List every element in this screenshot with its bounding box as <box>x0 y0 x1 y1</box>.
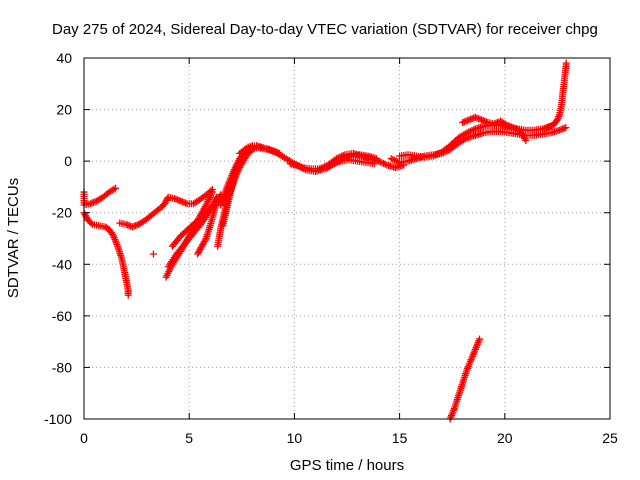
series-sat-s <box>543 59 570 132</box>
data-point <box>380 159 388 167</box>
data-point <box>270 148 278 156</box>
data-point <box>300 165 308 173</box>
data-point <box>82 212 90 220</box>
data-point <box>463 129 471 137</box>
data-point <box>392 157 400 165</box>
data-point <box>200 238 208 246</box>
plot-frame <box>83 57 611 420</box>
series-sat-o <box>322 151 380 173</box>
data-point <box>112 184 120 192</box>
data-point <box>301 165 309 173</box>
data-point <box>562 59 570 67</box>
data-point <box>434 150 442 158</box>
x-tick-label: 15 <box>392 430 408 446</box>
chart-title: Day 275 of 2024, Sidereal Day-to-day VTE… <box>52 21 598 38</box>
data-point <box>295 162 303 170</box>
series-sat-t <box>446 335 484 423</box>
data-point <box>337 156 345 164</box>
data-point <box>161 199 169 207</box>
data-point <box>87 219 95 227</box>
y-axis-title: SDTVAR / TECUs <box>5 178 22 298</box>
data-point <box>194 248 202 256</box>
y-tick-label: -100 <box>44 411 72 427</box>
series-sat-b <box>80 209 132 299</box>
series-sat-r <box>459 113 530 145</box>
series-sat-f <box>168 201 218 250</box>
y-tick-label: -40 <box>52 256 72 272</box>
x-tick-label: 25 <box>602 430 618 446</box>
series-sat-u <box>149 250 157 258</box>
data-point <box>522 137 530 145</box>
data-point <box>381 160 389 168</box>
data-point <box>372 155 380 163</box>
x-tick-label: 10 <box>287 430 303 446</box>
y-tick-label: 40 <box>56 50 72 66</box>
data-point <box>149 250 157 258</box>
data-point <box>196 245 204 253</box>
grid-lines <box>84 58 610 419</box>
y-tick-label: 0 <box>64 153 72 169</box>
data-point <box>110 185 118 193</box>
data-points <box>80 59 570 423</box>
y-tick-labels: -100 -80 -60 -40 -20 0 20 40 <box>44 50 72 427</box>
data-point <box>468 126 476 134</box>
y-tick-label: -60 <box>52 308 72 324</box>
data-point <box>242 144 250 152</box>
y-tick-label: -80 <box>52 359 72 375</box>
x-tick-label: 5 <box>185 430 193 446</box>
data-point <box>162 196 170 204</box>
data-point <box>265 146 273 154</box>
x-tick-label: 20 <box>497 430 513 446</box>
data-point <box>81 210 89 218</box>
data-point <box>501 120 509 128</box>
x-tick-labels: 0 5 10 15 20 25 <box>80 430 618 446</box>
data-point <box>160 201 168 209</box>
series-sat-g <box>194 191 225 258</box>
y-tick-label: 20 <box>56 102 72 118</box>
axis-ticks <box>83 57 611 420</box>
data-point <box>124 291 132 299</box>
data-point <box>201 236 209 244</box>
data-point <box>208 188 216 196</box>
x-tick-label: 0 <box>80 430 88 446</box>
data-point <box>429 152 437 160</box>
data-point <box>194 250 202 258</box>
data-point <box>476 335 484 343</box>
data-point <box>470 126 478 134</box>
data-point <box>387 155 395 163</box>
data-point <box>198 242 206 250</box>
x-axis-title: GPS time / hours <box>290 457 404 474</box>
series-sat-a <box>80 184 120 209</box>
data-point <box>562 124 570 132</box>
y-tick-label: -20 <box>52 205 72 221</box>
data-point <box>199 241 207 249</box>
